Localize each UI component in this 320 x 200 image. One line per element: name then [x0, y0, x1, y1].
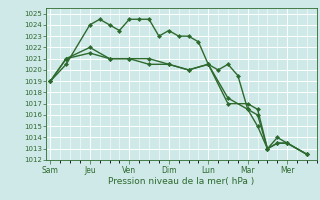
X-axis label: Pression niveau de la mer( hPa ): Pression niveau de la mer( hPa )	[108, 177, 255, 186]
